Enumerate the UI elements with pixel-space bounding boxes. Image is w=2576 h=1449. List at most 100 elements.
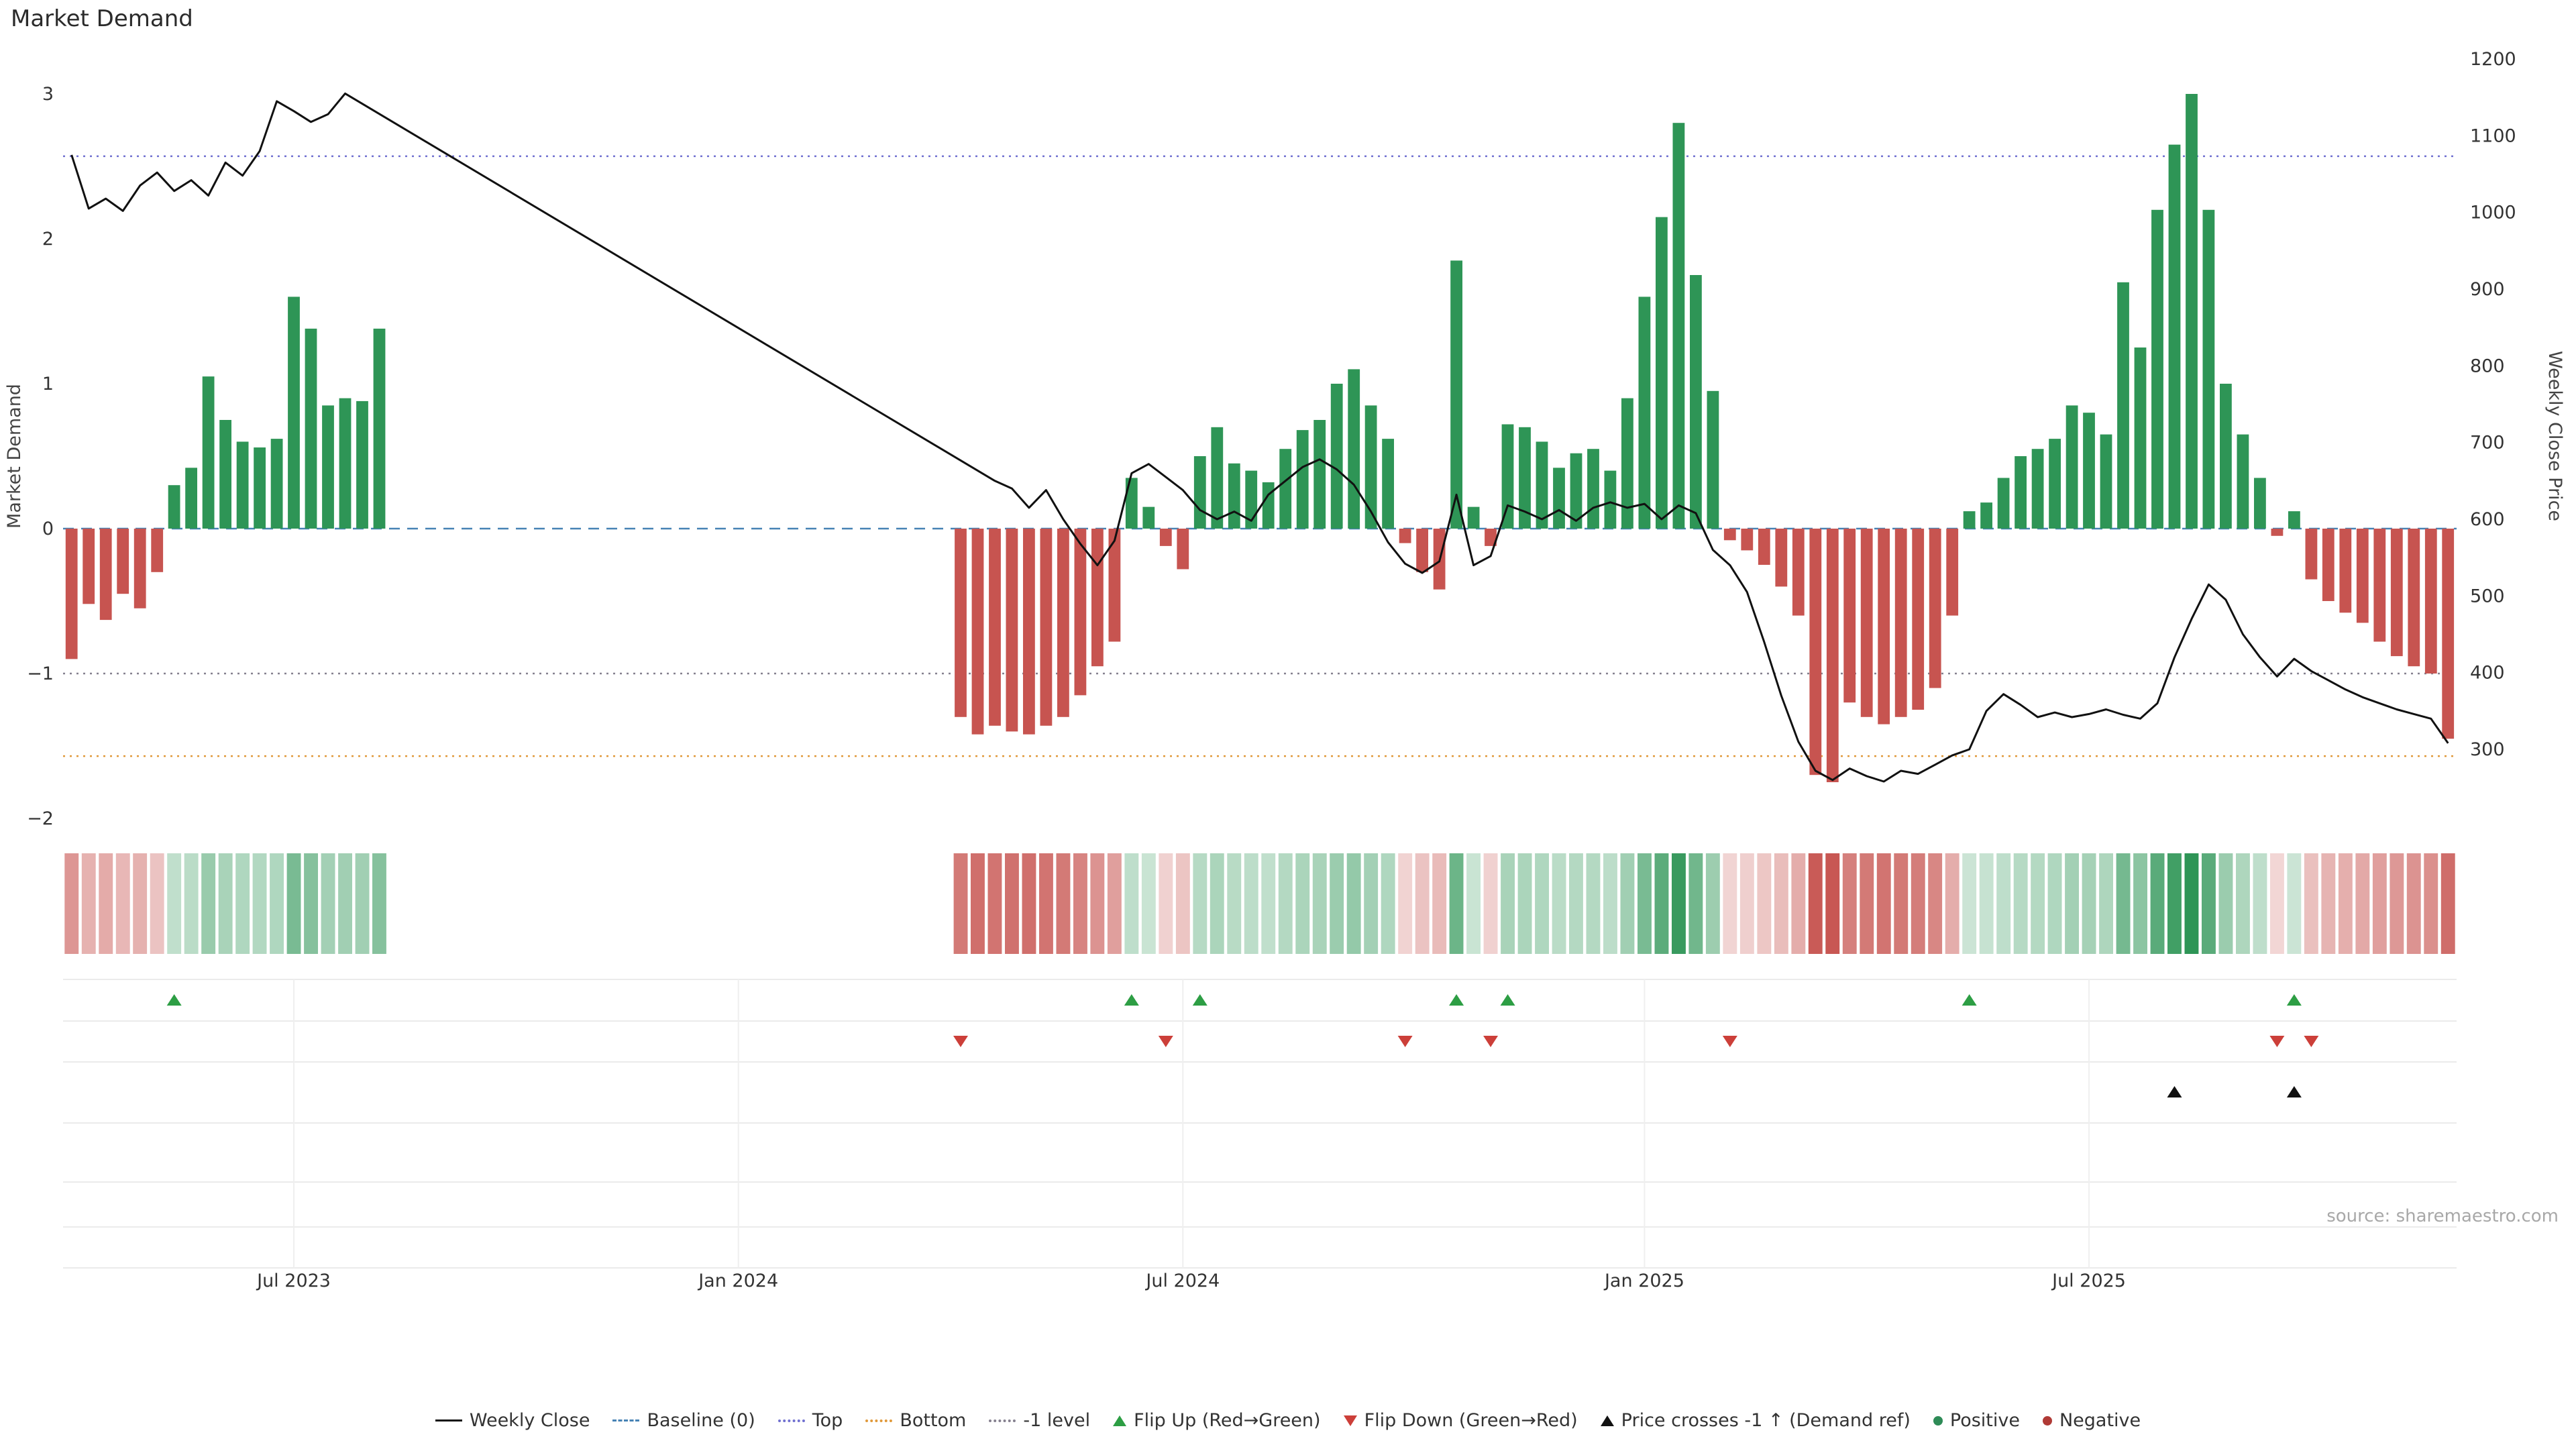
marker-grid (63, 979, 2457, 1269)
legend-item: Flip Down (Green→Red) (1343, 1410, 1578, 1431)
heatmap-cell (1517, 853, 1532, 954)
positive-demand-bar (1672, 123, 1685, 529)
negative-demand-bar (2356, 529, 2369, 623)
positive-demand-bar (219, 420, 231, 529)
positive-demand-bar (254, 447, 266, 529)
positive-demand-bar (1211, 427, 1224, 529)
negative-demand-bar (1091, 529, 1104, 667)
heatmap-cell (1073, 853, 1087, 954)
x-axis-tick: Jul 2024 (1144, 1271, 1220, 1291)
negative-demand-bar (2390, 529, 2403, 657)
positive-demand-bar (168, 485, 180, 529)
heatmap-cell (1569, 853, 1583, 954)
positive-demand-bar (2015, 456, 2027, 529)
negative-demand-bar (2408, 529, 2420, 667)
positive-demand-bar (1467, 506, 1480, 529)
heatmap-cell (2082, 853, 2096, 954)
heatmap-cell (1278, 853, 1293, 954)
negative-demand-bar (65, 529, 78, 659)
positive-demand-bar (185, 468, 197, 529)
flip-up-marker (1192, 994, 1208, 1006)
heatmap-cell (1124, 853, 1139, 954)
positive-demand-bar (2065, 405, 2078, 529)
heatmap-cell (971, 853, 985, 954)
heatmap-cell (252, 853, 267, 954)
heatmap-cell (2287, 853, 2302, 954)
right-axis-tick: 800 (2470, 356, 2505, 376)
x-axis-tick: Jan 2024 (697, 1271, 778, 1291)
heatmap-cell (1757, 853, 1772, 954)
positive-demand-bar (2031, 449, 2044, 529)
positive-demand-bar (1348, 369, 1360, 529)
positive-demand-bar (1997, 478, 2010, 529)
heatmap-cell (1774, 853, 1788, 954)
heatmap-cell (1620, 853, 1635, 954)
legend-label: Weekly Close (469, 1410, 590, 1431)
positive-demand-bar (1690, 275, 1702, 529)
positive-demand-bar (2083, 413, 2095, 529)
negative-demand-bar (1741, 529, 1754, 551)
heatmap-cell (1159, 853, 1173, 954)
heatmap-cell (1193, 853, 1208, 954)
positive-demand-bar (1519, 427, 1531, 529)
positive-demand-bar (1330, 384, 1343, 529)
heatmap-cell (1996, 853, 2011, 954)
legend-label: Price crosses -1 ↑ (Demand ref) (1621, 1410, 1911, 1431)
negative-demand-bar (1416, 529, 1428, 572)
heatmap-cell (2202, 853, 2216, 954)
heatmap-cell (2372, 853, 2387, 954)
heatmap-cell (2390, 853, 2404, 954)
flip-down-marker (1483, 1036, 1499, 1047)
heatmap-cell (1227, 853, 1242, 954)
heatmap-cell (953, 853, 968, 954)
heatmap-cell (99, 853, 113, 954)
positive-demand-bar (1536, 441, 1548, 529)
positive-demand-bar (2220, 384, 2232, 529)
flip-down-marker (1397, 1036, 1413, 1047)
heatmap-cell (1056, 853, 1071, 954)
positive-demand-bar (322, 405, 334, 529)
positive-demand-bar (1963, 511, 1976, 529)
negative-demand-bar (83, 529, 95, 604)
negative-demand-bar (1159, 529, 1172, 546)
heatmap-cell (372, 853, 386, 954)
left-axis-tick: 2 (42, 229, 54, 250)
flip-down-marker (2304, 1036, 2319, 1047)
heatmap-cell (1894, 853, 1909, 954)
positive-demand-bar (2049, 439, 2061, 529)
tri-down-legend-icon (1343, 1415, 1357, 1426)
positive-demand-bar (1604, 470, 1617, 529)
positive-demand-bar (1125, 478, 1138, 529)
heatmap-cell (2440, 853, 2455, 954)
negative-demand-bar (1074, 529, 1087, 696)
heatmap-cell (1107, 853, 1122, 954)
heatmap-cell (2031, 853, 2045, 954)
heatmap-cell (2355, 853, 2370, 954)
negative-demand-bar (971, 529, 984, 735)
heatmap-cell (2338, 853, 2353, 954)
x-axis-tick: Jan 2025 (1603, 1271, 1684, 1291)
heatmap-cell (150, 853, 164, 954)
heatmap-cell (2424, 853, 2438, 954)
heatmap-cell (1705, 853, 1720, 954)
positive-demand-bar (2168, 144, 2181, 529)
positive-demand-bar (339, 398, 352, 529)
heatmap-cell (2253, 853, 2267, 954)
heatmap-cell (1346, 853, 1361, 954)
positive-demand-bar (1296, 430, 1309, 529)
flip-up-marker (1124, 994, 1139, 1006)
heatmap-cell (1638, 853, 1652, 954)
positive-demand-bar (373, 328, 386, 529)
legend-item: Top (777, 1410, 843, 1431)
negative-demand-bar (1809, 529, 1822, 775)
positive-demand-bar (202, 376, 215, 529)
heatmap-cell (1039, 853, 1053, 954)
flip-down-marker (1722, 1036, 1737, 1047)
positive-demand-bar (1587, 449, 1599, 529)
right-axis-tick: 1200 (2470, 49, 2516, 70)
flip-down-marker (1158, 1036, 1173, 1047)
negative-demand-bar (989, 529, 1001, 726)
x-axis-tick: Jul 2025 (2051, 1271, 2126, 1291)
legend-label: Flip Up (Red→Green) (1134, 1410, 1321, 1431)
